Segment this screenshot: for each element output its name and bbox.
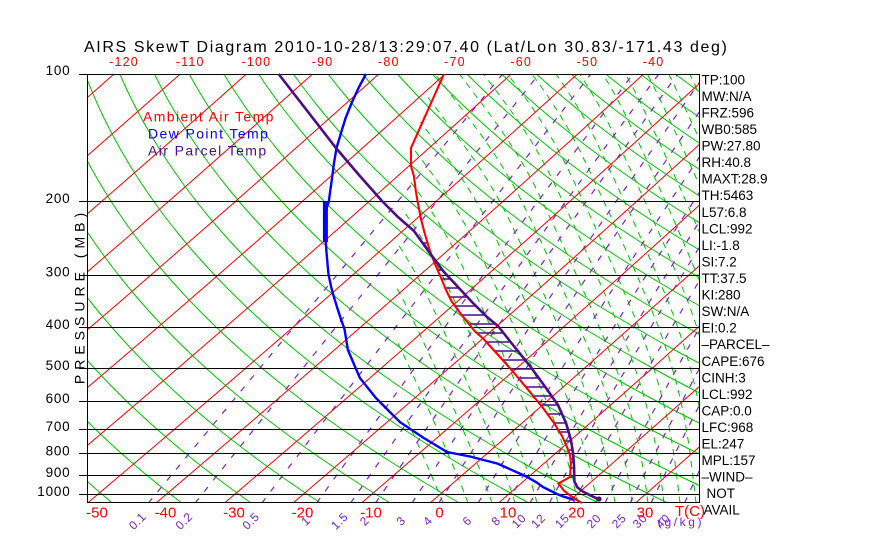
svg-text:L57:6.8: L57:6.8: [702, 205, 747, 220]
svg-text:EI:0.2: EI:0.2: [702, 321, 737, 336]
svg-text:500: 500: [46, 358, 71, 373]
svg-text:-30: -30: [223, 505, 245, 522]
svg-text:-50: -50: [86, 505, 108, 522]
svg-text:WB0:585: WB0:585: [702, 122, 758, 137]
svg-text:–PARCEL–: –PARCEL–: [702, 337, 771, 352]
svg-text:-80: -80: [378, 55, 400, 69]
svg-text:CAP:0.0: CAP:0.0: [702, 403, 752, 418]
svg-text:AVAIL: AVAIL: [704, 503, 741, 518]
svg-text:-100: -100: [241, 55, 271, 69]
svg-text:-90: -90: [312, 55, 334, 69]
svg-text:-20: -20: [292, 505, 314, 522]
svg-text:Ambient Air Temp: Ambient Air Temp: [143, 109, 275, 125]
svg-text:-40: -40: [155, 505, 177, 522]
svg-text:700: 700: [46, 419, 71, 434]
svg-text:LCL:992: LCL:992: [702, 387, 753, 402]
svg-text:RH:40.8: RH:40.8: [702, 155, 752, 170]
svg-text:300: 300: [46, 265, 71, 280]
svg-text:SW:N/A: SW:N/A: [702, 304, 750, 319]
svg-text:MW:N/A: MW:N/A: [702, 89, 752, 104]
svg-text:100: 100: [46, 63, 71, 78]
svg-text:-10: -10: [360, 505, 382, 522]
svg-text:TP:100: TP:100: [702, 72, 746, 87]
svg-text:600: 600: [46, 391, 71, 406]
svg-text:Air Parcel Temp: Air Parcel Temp: [148, 143, 268, 159]
svg-text:AIRS SkewT Diagram 2010-10-28/: AIRS SkewT Diagram 2010-10-28/13:29:07.4…: [84, 39, 728, 56]
svg-text:-70: -70: [444, 55, 466, 69]
svg-text:-60: -60: [510, 55, 532, 69]
svg-text:800: 800: [46, 444, 71, 459]
svg-text:0: 0: [435, 505, 443, 522]
svg-text:CINH:3: CINH:3: [702, 370, 746, 385]
svg-text:–WIND–: –WIND–: [702, 470, 753, 485]
svg-text:SI:7.2: SI:7.2: [702, 255, 737, 270]
svg-text:CAPE:676: CAPE:676: [702, 354, 765, 369]
svg-text:LI:-1.8: LI:-1.8: [702, 238, 740, 253]
svg-text:NOT: NOT: [707, 486, 736, 501]
svg-text:T(C): T(C): [675, 503, 705, 520]
svg-text:FRZ:596: FRZ:596: [702, 106, 755, 121]
svg-text:(g/kg): (g/kg): [658, 515, 704, 529]
svg-text:200: 200: [46, 191, 71, 206]
svg-text:LFC:968: LFC:968: [702, 420, 754, 435]
svg-text:-50: -50: [577, 55, 599, 69]
svg-text:10: 10: [500, 505, 517, 522]
svg-text:-110: -110: [176, 55, 205, 69]
svg-text:TH:5463: TH:5463: [702, 188, 754, 203]
svg-text:Dew Point Temp: Dew Point Temp: [148, 126, 269, 142]
svg-text:-40: -40: [643, 55, 665, 69]
svg-text:400: 400: [46, 317, 71, 332]
svg-text:MAXT:28.9: MAXT:28.9: [702, 172, 768, 187]
svg-text:900: 900: [46, 465, 71, 480]
svg-text:30: 30: [637, 505, 654, 522]
svg-text:-120: -120: [109, 55, 139, 69]
svg-text:MPL:157: MPL:157: [702, 453, 756, 468]
svg-text:KI:280: KI:280: [702, 288, 741, 303]
svg-text:20: 20: [568, 505, 585, 522]
svg-text:LCL:992: LCL:992: [702, 221, 753, 236]
svg-text:1000: 1000: [37, 484, 70, 499]
svg-text:TT:37.5: TT:37.5: [702, 271, 747, 286]
svg-text:PW:27.80: PW:27.80: [702, 139, 761, 154]
svg-text:PRESSURE (MB): PRESSURE (MB): [72, 208, 88, 384]
svg-text:EL:247: EL:247: [702, 437, 745, 452]
